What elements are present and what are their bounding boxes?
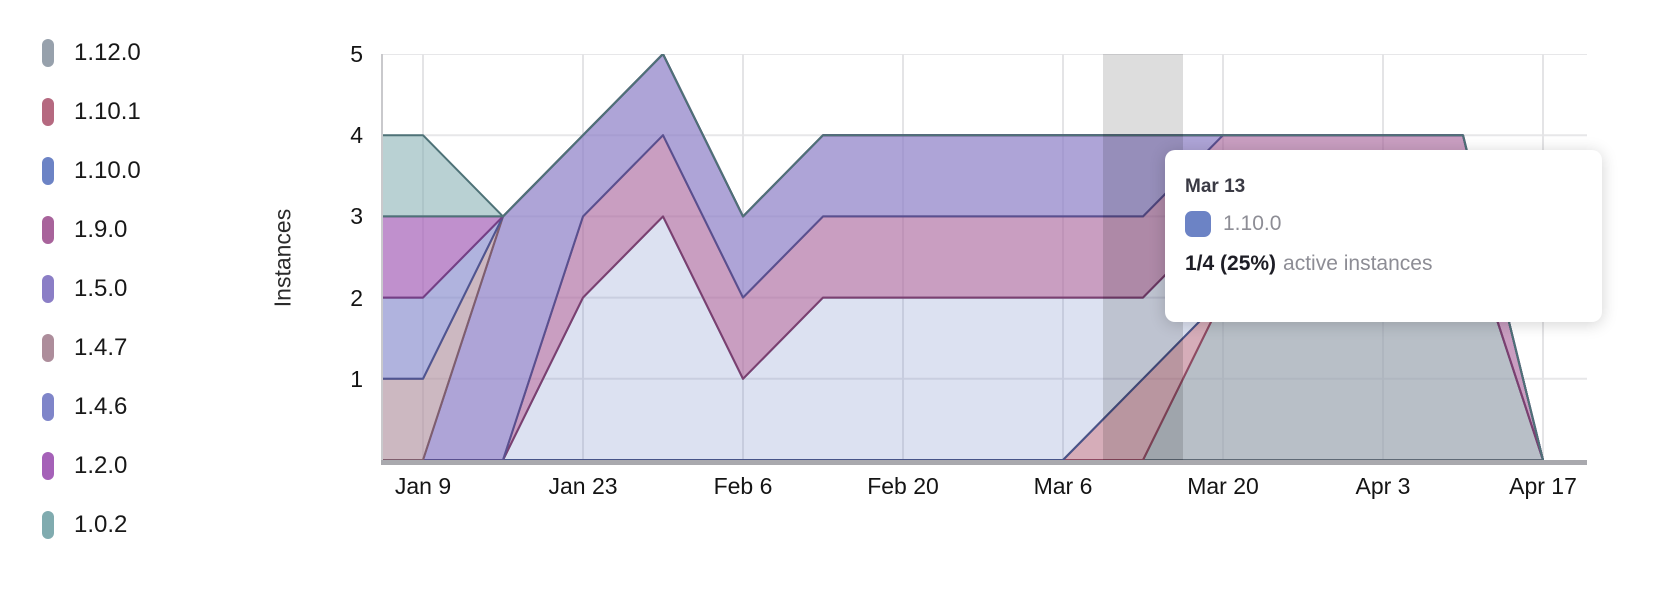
- series-swatch-icon: [1185, 211, 1211, 237]
- tooltip-value-row: 1/4 (25%) active instances: [1185, 252, 1602, 276]
- legend-swatch-icon: [42, 216, 54, 244]
- legend-item-1.10.0[interactable]: 1.10.0: [42, 154, 141, 188]
- legend-swatch-icon: [42, 157, 54, 185]
- x-tick-label: Feb 20: [867, 473, 939, 499]
- legend-item-label: 1.9.0: [74, 216, 128, 243]
- legend-item-1.2.0[interactable]: 1.2.0: [42, 449, 127, 483]
- y-tick-label: 1: [350, 365, 363, 392]
- legend-item-1.9.0[interactable]: 1.9.0: [42, 213, 127, 247]
- x-tick-label: Apr 17: [1509, 473, 1577, 499]
- x-axis-line: [381, 460, 1587, 465]
- legend-item-label: 1.4.7: [74, 334, 128, 361]
- legend-item-1.4.6[interactable]: 1.4.6: [42, 390, 127, 424]
- legend-item-label: 1.12.0: [74, 39, 141, 66]
- tooltip-value: 1/4 (25%): [1185, 252, 1277, 275]
- legend-swatch-icon: [42, 393, 54, 421]
- legend-item-label: 1.10.0: [74, 157, 141, 184]
- y-tick-label: 4: [350, 122, 363, 149]
- legend-item-1.5.0[interactable]: 1.5.0: [42, 272, 127, 306]
- x-tick-label: Jan 23: [548, 473, 618, 499]
- y-axis-title: Instances: [269, 208, 296, 308]
- y-tick-label: 5: [350, 41, 363, 67]
- chart-tooltip: Mar 13 1.10.0 1/4 (25%) active instances: [1165, 150, 1602, 322]
- legend-item-label: 1.10.1: [74, 98, 141, 125]
- legend-item-label: 1.4.6: [74, 393, 128, 420]
- legend-swatch-icon: [42, 452, 54, 480]
- x-tick-label: Mar 20: [1187, 473, 1259, 499]
- x-tick-label: Mar 6: [1033, 473, 1093, 499]
- legend-swatch-icon: [42, 98, 54, 126]
- tooltip-date: Mar 13: [1185, 176, 1246, 197]
- x-tick-label: Jan 9: [394, 473, 452, 499]
- legend-item-label: 1.5.0: [74, 275, 128, 302]
- legend-item-1.12.0[interactable]: 1.12.0: [42, 36, 141, 70]
- tooltip-series-name: 1.10.0: [1223, 212, 1282, 235]
- tooltip-series-row: 1.10.0: [1185, 211, 1602, 237]
- x-tick-label: Feb 6: [713, 473, 773, 499]
- legend-swatch-icon: [42, 334, 54, 362]
- legend-swatch-icon: [42, 511, 54, 539]
- legend-item-1.10.1[interactable]: 1.10.1: [42, 95, 141, 129]
- legend-item-label: 1.0.2: [74, 511, 128, 538]
- legend-swatch-icon: [42, 275, 54, 303]
- legend-swatch-icon: [42, 39, 54, 67]
- legend-item-1.0.2[interactable]: 1.0.2: [42, 508, 127, 542]
- legend-item-label: 1.2.0: [74, 452, 128, 479]
- legend-item-1.4.7[interactable]: 1.4.7: [42, 331, 127, 365]
- tooltip-value-suffix: active instances: [1283, 252, 1433, 275]
- y-tick-label: 2: [350, 284, 363, 311]
- x-tick-label: Apr 3: [1355, 473, 1411, 499]
- y-tick-label: 3: [350, 203, 363, 230]
